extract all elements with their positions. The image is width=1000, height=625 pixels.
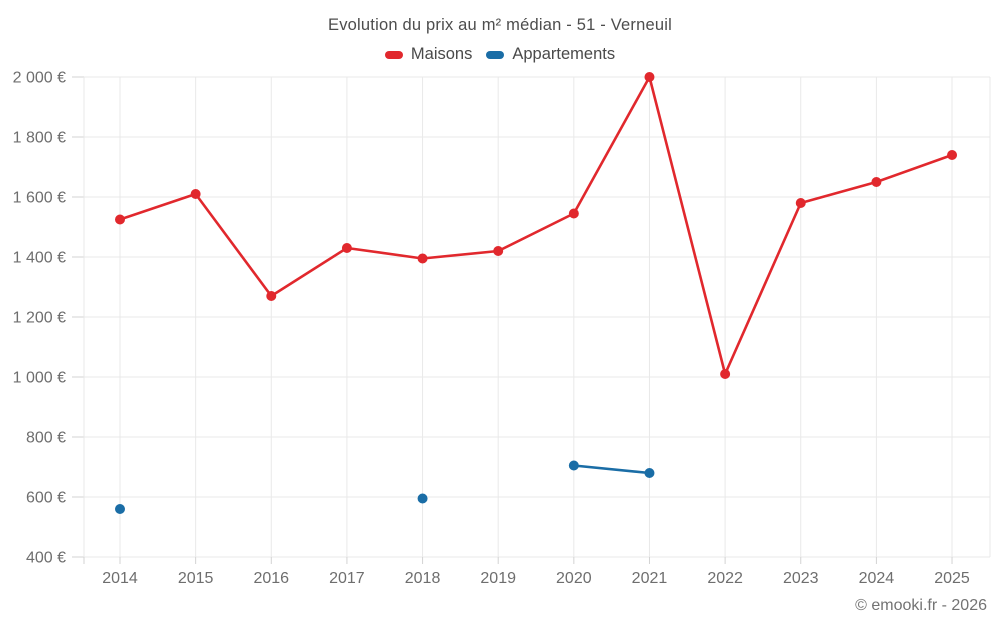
x-axis-tick-label: 2025: [934, 570, 970, 587]
appartements-series-swatch-icon: [486, 50, 505, 59]
y-axis-tick-label: 800 €: [26, 430, 66, 447]
copyright-note: © emooki.fr - 2026: [855, 597, 987, 614]
x-axis-tick-label: 2018: [405, 570, 441, 587]
data-point-maisons-2017[interactable]: [341, 243, 352, 253]
legend-label-appartements: Appartements: [512, 45, 616, 63]
x-axis-tick-label: 2024: [859, 570, 895, 587]
legend-item-maisons[interactable]: Maisons: [384, 45, 473, 64]
data-point-maisons-2021[interactable]: [644, 72, 655, 82]
data-point-maisons-2019[interactable]: [493, 246, 504, 256]
x-axis-tick-label: 2021: [632, 570, 668, 587]
y-axis-tick-label: 1 400 €: [13, 250, 66, 267]
series-line-appartements: [572, 464, 651, 475]
chart-legend: Maisons Appartements: [0, 45, 1000, 64]
data-point-maisons-2015[interactable]: [190, 189, 201, 199]
x-axis-tick-label: 2016: [253, 570, 289, 587]
data-point-appartements-2020[interactable]: [568, 460, 579, 471]
data-point-maisons-2020[interactable]: [568, 208, 579, 219]
y-axis-tick-label: 600 €: [26, 490, 66, 507]
data-point-maisons-2016[interactable]: [266, 291, 277, 301]
data-point-maisons-2014[interactable]: [115, 214, 125, 225]
data-point-appartements-2014[interactable]: [115, 504, 125, 514]
x-axis-tick-label: 2022: [707, 570, 743, 587]
data-point-maisons-2022[interactable]: [720, 369, 731, 379]
x-axis-tick-label: 2017: [329, 570, 365, 587]
chart-title: Evolution du prix au m² médian - 51 - Ve…: [328, 16, 672, 34]
x-axis-tick-label: 2019: [480, 570, 516, 587]
y-axis-tick-label: 400 €: [26, 550, 66, 567]
data-point-appartements-2018[interactable]: [417, 493, 428, 504]
data-point-maisons-2025[interactable]: [947, 150, 958, 160]
y-axis-tick-label: 2 000 €: [13, 70, 66, 87]
maisons-series-swatch-icon: [384, 50, 403, 59]
y-axis-tick-label: 1 000 €: [13, 370, 66, 387]
legend-item-appartements[interactable]: Appartements: [486, 45, 615, 64]
legend-label-maisons: Maisons: [410, 45, 473, 63]
data-point-maisons-2023[interactable]: [795, 198, 806, 208]
y-axis-tick-label: 1 200 €: [13, 310, 66, 327]
x-axis-tick-label: 2014: [102, 570, 138, 587]
data-point-appartements-2021[interactable]: [644, 468, 655, 478]
y-axis-tick-label: 1 800 €: [13, 130, 66, 147]
series-line-maisons: [118, 75, 954, 376]
y-axis-tick-label: 1 600 €: [13, 190, 66, 207]
x-axis-tick-label: 2020: [556, 570, 592, 587]
data-point-maisons-2018[interactable]: [417, 253, 428, 264]
x-axis-tick-label: 2015: [178, 570, 214, 587]
data-point-maisons-2024[interactable]: [871, 177, 882, 187]
x-axis-tick-label: 2023: [783, 570, 819, 587]
